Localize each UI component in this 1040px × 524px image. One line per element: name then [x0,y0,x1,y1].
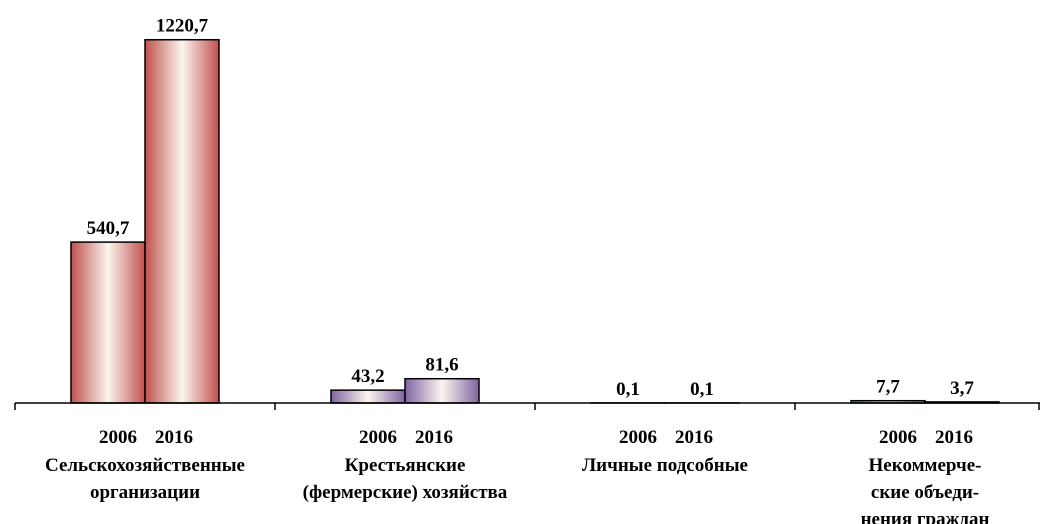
category-label: Личные подсобные [582,455,748,476]
bar [144,38,220,404]
bar [404,377,480,404]
bar [70,241,146,404]
year-label: 2006 [99,427,137,448]
category-label: Некоммерче- [869,455,982,476]
value-label: 7,7 [876,377,900,398]
year-label: 2006 [879,427,917,448]
year-label: 2016 [155,427,193,448]
category-label: (фермерские) хозяйства [303,482,508,503]
category-label: Сельскохозяйственные [45,455,245,476]
value-label: 540,7 [87,218,130,239]
value-label: 1220,7 [156,16,209,37]
bar [330,389,406,404]
year-label: 2016 [415,427,453,448]
year-label: 2006 [619,427,657,448]
value-label: 0,1 [616,379,640,400]
category-label: ские объеди- [871,482,979,503]
value-label: 43,2 [351,366,384,387]
category-label: организации [90,482,200,503]
year-label: 2006 [359,427,397,448]
value-label: 81,6 [425,355,458,376]
category-label: нения граждан [861,509,990,524]
category-label: Крестьянские [345,455,466,476]
year-label: 2016 [675,427,713,448]
year-label: 2016 [935,427,973,448]
value-label: 3,7 [950,378,974,399]
value-label: 0,1 [690,379,714,400]
